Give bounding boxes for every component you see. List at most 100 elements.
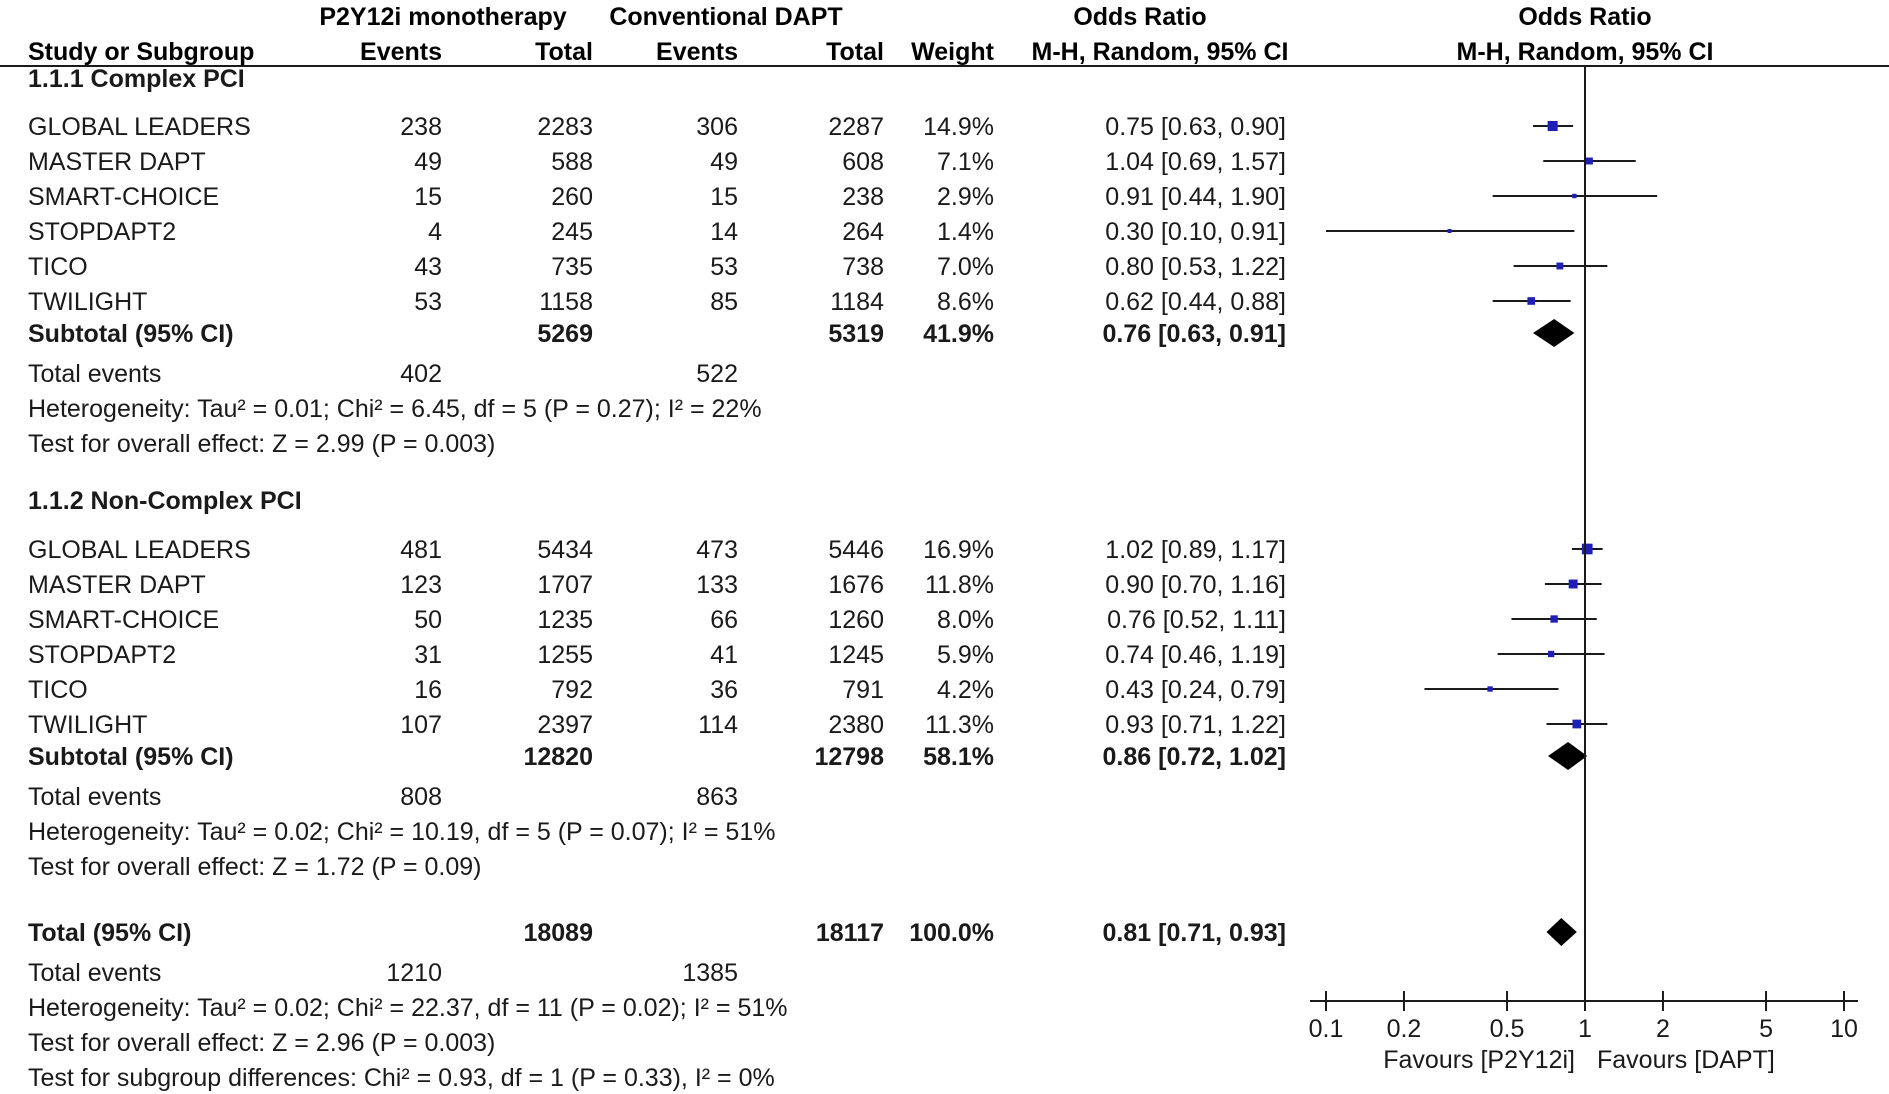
subtotal-total-dapt: 18117: [816, 919, 884, 947]
total-p2y12i: 588: [551, 148, 593, 176]
total-p2y12i: 1255: [537, 641, 593, 669]
study-weight: 11.3%: [925, 711, 994, 739]
total-dapt: 264: [842, 218, 884, 246]
events-dapt: 306: [696, 113, 738, 141]
header-total1: Total: [535, 38, 593, 66]
study-point: [1572, 193, 1577, 199]
study-name: TICO: [28, 676, 88, 704]
total-dapt: 5446: [828, 536, 884, 564]
subgroup-differences: Test for subgroup differences: Chi² = 0.…: [28, 1064, 775, 1092]
total-events-dapt: 863: [696, 783, 738, 811]
header-events1: Events: [360, 38, 442, 66]
study-ci: 0.90 [0.70, 1.16]: [1105, 571, 1286, 599]
study-point: [1581, 543, 1593, 555]
subgroup-title: 1.1.2 Non-Complex PCI: [28, 487, 302, 515]
study-weight: 8.0%: [937, 606, 994, 634]
x-tick-label: 5: [1759, 1015, 1773, 1043]
total-dapt: 238: [842, 183, 884, 211]
header-method-table: M-H, Random, 95% CI: [1032, 38, 1289, 66]
header-or-table: Odds Ratio: [1073, 3, 1206, 31]
subgroup-heterogeneity: Heterogeneity: Tau² = 0.01; Chi² = 6.45,…: [28, 395, 762, 423]
subtotal-total-p2y12i: 5269: [537, 320, 593, 348]
x-tick-label: 1: [1578, 1015, 1592, 1043]
events-p2y12i: 123: [400, 571, 442, 599]
subtotal-weight: 41.9%: [923, 320, 994, 348]
x-tick-label: 0.5: [1490, 1015, 1525, 1043]
events-dapt: 49: [710, 148, 738, 176]
study-point: [1585, 157, 1593, 165]
header-events2: Events: [656, 38, 738, 66]
study-name: MASTER DAPT: [28, 148, 206, 176]
subtotal-label: Total (95% CI): [28, 919, 191, 947]
study-name: SMART-CHOICE: [28, 183, 219, 211]
events-p2y12i: 50: [414, 606, 442, 634]
total-p2y12i: 735: [551, 253, 593, 281]
subtotal-total-p2y12i: 18089: [523, 919, 593, 947]
events-dapt: 36: [710, 676, 738, 704]
study-weight: 16.9%: [923, 536, 994, 564]
study-point: [1547, 650, 1555, 658]
study-weight: 1.4%: [937, 218, 994, 246]
subtotal-total-dapt: 12798: [814, 743, 884, 771]
total-events-label: Total events: [28, 360, 161, 388]
events-dapt: 114: [698, 711, 738, 739]
study-name: TWILIGHT: [28, 288, 147, 316]
subtotal-total-p2y12i: 12820: [523, 743, 593, 771]
events-p2y12i: 481: [400, 536, 442, 564]
total-p2y12i: 5434: [537, 536, 593, 564]
total-p2y12i: 260: [551, 183, 593, 211]
total-events-p2y12i: 402: [400, 360, 442, 388]
total-p2y12i: 2397: [537, 711, 593, 739]
total-p2y12i: 245: [551, 218, 593, 246]
study-name: TWILIGHT: [28, 711, 147, 739]
events-dapt: 473: [696, 536, 738, 564]
study-ci: 0.43 [0.24, 0.79]: [1105, 676, 1286, 704]
events-p2y12i: 15: [414, 183, 442, 211]
study-weight: 7.0%: [937, 253, 994, 281]
subtotal-weight: 100.0%: [909, 919, 994, 947]
total-p2y12i: 792: [551, 676, 593, 704]
total-dapt: 1245: [828, 641, 884, 669]
study-ci: 0.91 [0.44, 1.90]: [1105, 183, 1286, 211]
events-p2y12i: 49: [414, 148, 442, 176]
total-p2y12i: 1235: [537, 606, 593, 634]
study-weight: 4.2%: [937, 676, 994, 704]
events-dapt: 15: [710, 183, 738, 211]
total-events-dapt: 1385: [682, 959, 738, 987]
total-events-label: Total events: [28, 783, 161, 811]
study-ci: 0.80 [0.53, 1.22]: [1105, 253, 1286, 281]
header-or-plot: Odds Ratio: [1518, 3, 1651, 31]
study-ci: 0.62 [0.44, 0.88]: [1105, 288, 1286, 316]
favours-right-label: Favours [DAPT]: [1597, 1046, 1775, 1074]
study-point: [1568, 579, 1578, 589]
subtotal-label: Subtotal (95% CI): [28, 320, 234, 348]
events-dapt: 53: [710, 253, 738, 281]
subtotal-ci: 0.86 [0.72, 1.02]: [1103, 743, 1286, 771]
subgroup-overall-effect: Test for overall effect: Z = 2.99 (P = 0…: [28, 430, 495, 458]
events-dapt: 14: [710, 218, 738, 246]
total-dapt: 738: [842, 253, 884, 281]
study-weight: 11.8%: [925, 571, 994, 599]
x-tick-label: 0.2: [1387, 1015, 1422, 1043]
subgroup-overall-effect: Test for overall effect: Z = 1.72 (P = 0…: [28, 853, 481, 881]
total-dapt: 1676: [828, 571, 884, 599]
study-point: [1556, 262, 1564, 270]
study-weight: 2.9%: [937, 183, 994, 211]
total-events-p2y12i: 808: [400, 783, 442, 811]
header-study: Study or Subgroup: [28, 38, 254, 66]
events-p2y12i: 43: [414, 253, 442, 281]
header-total2: Total: [826, 38, 884, 66]
study-name: STOPDAPT2: [28, 218, 176, 246]
study-point: [1487, 686, 1493, 692]
study-ci: 0.75 [0.63, 0.90]: [1105, 113, 1286, 141]
x-tick-label: 0.1: [1309, 1015, 1344, 1043]
subtotal-diamond: [1548, 742, 1588, 770]
study-ci: 0.30 [0.10, 0.91]: [1105, 218, 1286, 246]
total-events-label: Total events: [28, 959, 161, 987]
study-ci: 1.04 [0.69, 1.57]: [1105, 148, 1286, 176]
total-p2y12i: 2283: [537, 113, 593, 141]
study-name: GLOBAL LEADERS: [28, 113, 251, 141]
header-weight: Weight: [911, 38, 995, 66]
study-ci: 1.02 [0.89, 1.17]: [1105, 536, 1286, 564]
